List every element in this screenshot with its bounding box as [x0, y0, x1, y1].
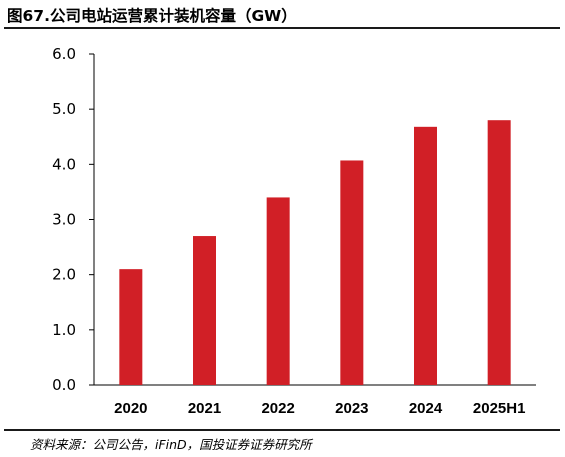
y-tick-label: 0.0: [52, 376, 76, 394]
chart-title: 图67.公司电站运营累计装机容量（GW）: [7, 7, 297, 25]
y-tick-label: 1.0: [52, 321, 76, 339]
source-note: 资料来源：公司公告，iFinD，国投证券证券研究所: [30, 437, 312, 452]
y-tick-label: 5.0: [52, 100, 76, 118]
y-tick-label: 3.0: [52, 211, 76, 229]
bar-2022: [266, 197, 290, 385]
y-tick-label: 2.0: [52, 266, 76, 284]
x-tick-label: 2024: [409, 400, 443, 417]
x-tick-label: 2025H1: [473, 400, 526, 417]
bar-2021: [193, 236, 216, 385]
source-rule: [4, 429, 560, 431]
y-tick-label: 6.0: [52, 45, 76, 63]
title-rule: [4, 27, 560, 29]
bar-2025H1: [487, 120, 511, 385]
x-tick-label: 2021: [188, 400, 221, 417]
x-tick-label: 2020: [114, 400, 147, 417]
bar-2023: [340, 160, 364, 385]
bar-2020: [119, 269, 143, 385]
x-tick-label: 2023: [335, 400, 368, 417]
y-tick-label: 4.0: [52, 155, 76, 173]
x-tick-label: 2022: [261, 400, 294, 417]
bar-2024: [414, 126, 437, 385]
